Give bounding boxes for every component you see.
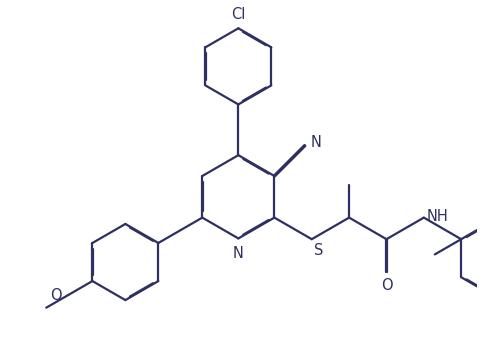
Text: N: N (311, 136, 322, 150)
Text: Cl: Cl (231, 7, 246, 22)
Text: O: O (51, 287, 62, 303)
Text: O: O (381, 278, 392, 293)
Text: NH: NH (426, 209, 448, 224)
Text: S: S (314, 243, 324, 258)
Text: N: N (233, 246, 244, 261)
